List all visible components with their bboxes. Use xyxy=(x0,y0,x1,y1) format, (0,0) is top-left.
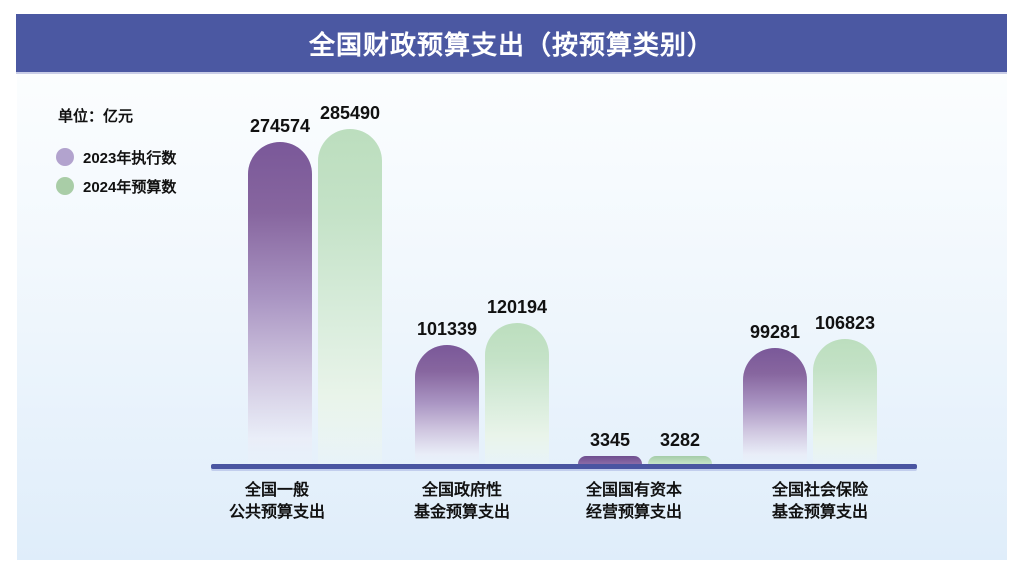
bar-series0-group2 xyxy=(578,456,642,464)
value-label-series0-group3: 99281 xyxy=(749,321,801,342)
page-title: 全国财政预算支出（按预算类别） xyxy=(308,29,714,60)
bar-series1-group1 xyxy=(485,322,549,464)
legend-marker-2023-icon xyxy=(56,148,74,166)
title-banner: 全国财政预算支出（按预算类别） xyxy=(16,14,1007,74)
value-label-series0-group2: 3345 xyxy=(589,430,631,450)
bar-series0-group0 xyxy=(248,141,312,464)
category-label-group3: 全国社会保险 基金预算支出 xyxy=(771,482,868,521)
legend-label-2023: 2023年执行数 xyxy=(83,149,177,167)
category-label-group2: 全国国有资本 经营预算支出 xyxy=(585,482,682,521)
bar-series1-group3 xyxy=(813,338,877,464)
legend-label-2024: 2024年预算数 xyxy=(83,178,177,196)
x-axis-line xyxy=(211,464,917,469)
legend-item-2024: 2024年预算数 xyxy=(56,176,176,196)
value-label-series1-group0: 285490 xyxy=(319,103,381,123)
chart-panel-background xyxy=(17,14,1007,560)
bar-series1-group0 xyxy=(318,129,382,464)
value-label-series1-group3: 106823 xyxy=(814,312,876,333)
bar-series0-group3 xyxy=(743,347,807,464)
value-label-series0-group1: 101339 xyxy=(416,319,478,340)
bar-series0-group1 xyxy=(415,345,479,464)
legend-item-2023: 2023年执行数 xyxy=(56,147,176,167)
unit-label: 单位：亿元 xyxy=(58,108,134,125)
legend-marker-2024-icon xyxy=(56,177,74,195)
value-label-series0-group0: 274574 xyxy=(249,115,311,136)
category-label-group1: 全国政府性 基金预算支出 xyxy=(413,482,510,521)
bar-series1-group2 xyxy=(648,456,712,464)
value-label-series1-group2: 3282 xyxy=(659,430,701,450)
category-label-group0: 全国一般 公共预算支出 xyxy=(228,482,325,521)
value-label-series1-group1: 120194 xyxy=(486,296,548,317)
